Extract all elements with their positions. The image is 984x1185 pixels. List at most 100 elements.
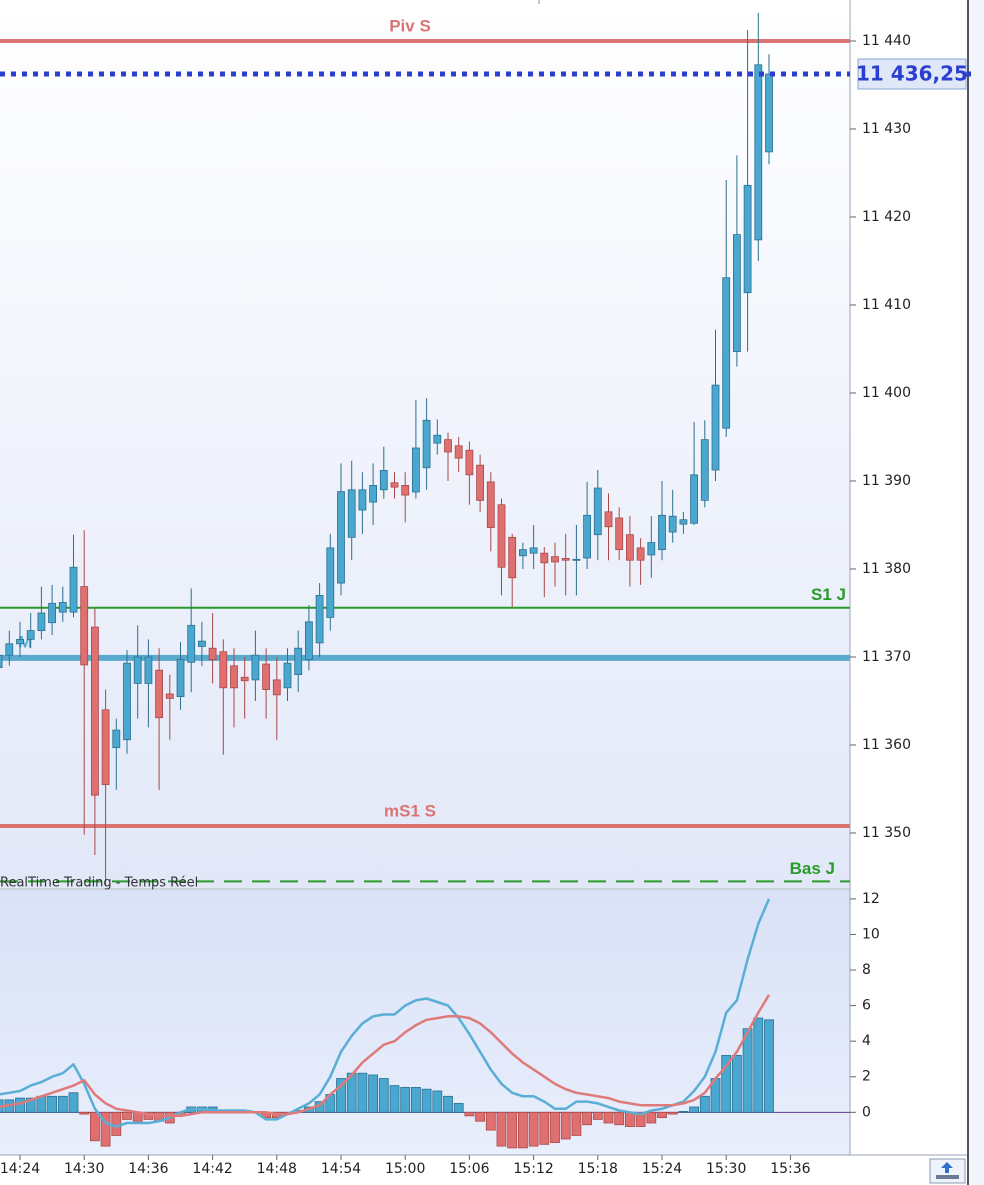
candle-body [283,662,292,689]
candle-body [668,515,677,533]
candle-body [208,647,217,661]
candle-body [411,447,420,493]
candle-body [294,647,303,676]
x-tick-label: 15:06 [449,1161,489,1177]
candle-body [529,547,538,554]
histogram-bar [336,1078,346,1113]
candle-body [615,517,624,551]
watermark: RealTime Trading - Temps Réel [0,876,198,891]
candle-body [16,639,24,645]
candle-body [444,439,452,453]
candle-body [133,656,142,684]
x-tick-label: 15:30 [706,1161,746,1177]
candle-body [583,514,591,559]
x-tick-label: 14:36 [128,1161,168,1177]
histogram-bar [47,1095,57,1113]
histogram-bar [614,1111,625,1126]
histogram-bar [443,1095,453,1113]
histogram-bar [518,1111,528,1149]
candle-body [454,445,463,459]
histogram-bar [582,1111,592,1126]
histogram-bar [464,1111,475,1117]
candle-body [262,663,271,690]
candle-body [593,487,602,536]
x-tick-label: 14:42 [192,1161,232,1177]
scroll-button[interactable] [929,1158,966,1184]
candle-body [230,665,238,689]
candle-body [48,602,56,624]
histogram-bar [764,1019,774,1113]
candle-body [155,669,164,719]
candle-body [390,482,399,488]
y-tick-label: 11 370 [862,649,911,665]
candle-body [176,659,185,698]
histogram-bar [753,1017,764,1113]
candle-body [647,542,656,556]
x-tick-label: 15:36 [770,1161,810,1177]
candle-body [401,485,410,496]
last-price-box [857,58,967,90]
y-tick-label: 10 [862,926,880,942]
candle-body [743,184,752,294]
candle-body [123,662,131,741]
candle-body [369,485,378,503]
button-icon [936,1175,959,1179]
candle-body [754,64,763,241]
candle-body [658,514,666,551]
candle-body [326,547,335,618]
candle-body [476,464,485,501]
histogram-bar [689,1106,699,1113]
candle-body [626,534,634,561]
price-axis [850,0,968,1185]
histogram-bar [528,1111,539,1147]
histogram-bar [732,1055,742,1113]
histogram-bar [90,1111,100,1142]
candle-body [700,439,709,501]
side-panel [969,0,984,1185]
histogram-bar [539,1111,550,1145]
candle-body [422,419,431,469]
candle-body [519,549,527,557]
candle-body [80,586,89,666]
candle-body [197,640,206,647]
histogram-bar [657,1111,667,1119]
y-tick-label: 11 350 [862,825,911,841]
x-tick-label: 14:30 [64,1161,104,1177]
candle-body [711,384,720,471]
candle-body [679,519,688,525]
histogram-bar [57,1095,68,1113]
y-tick-label: 11 410 [862,297,911,313]
y-tick-label: 0 [862,1104,871,1120]
candle-body [722,277,731,429]
histogram-bar [111,1111,122,1136]
candle-body [219,651,228,689]
candle-body [5,643,14,656]
candle-body [26,630,35,640]
histogram-bar [400,1087,411,1113]
y-tick-label: 11 360 [862,737,911,753]
y-tick-label: 11 420 [862,209,911,225]
candle-body [101,709,110,786]
axes: 11 350 11 360 11 370 11 380 11 390 11 400 11 4… [0,33,976,1177]
candle-body [486,481,495,529]
candle-body [433,434,442,444]
candle-body [561,558,570,561]
candle-body [37,612,46,632]
indicator-line [0,898,771,1128]
histogram-bar [635,1111,646,1127]
histogram-bar [410,1087,421,1113]
candle-body [465,449,474,476]
candle-body [112,729,121,749]
candle-body [165,693,174,699]
histogram-bar [667,1111,678,1115]
candle-body [733,234,741,353]
candle-body [636,547,645,561]
y-tick-label: 11 430 [862,121,911,137]
candle-body [379,470,388,491]
histogram-bar [678,1111,689,1113]
histogram-bar [625,1111,635,1127]
candle-body [347,489,356,538]
